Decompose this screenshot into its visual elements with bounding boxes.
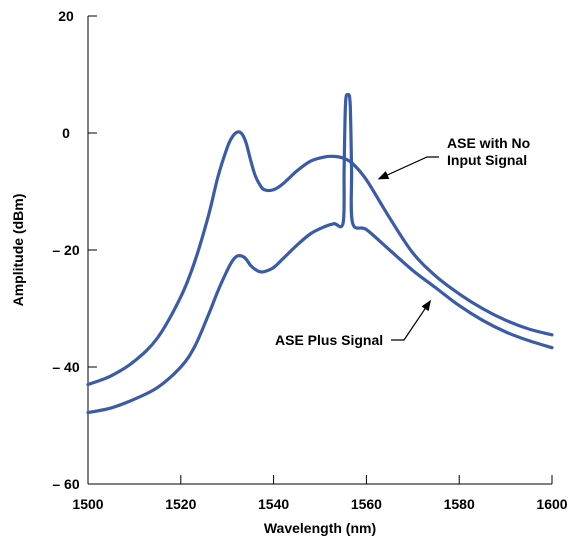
annotation-line: ASE with No — [447, 135, 530, 151]
ase-no-input-signal-line — [86, 130, 554, 387]
y-tick-label: – 60 — [52, 476, 79, 492]
annotation-ase-plus-signal: ASE Plus Signal — [275, 332, 383, 348]
annotation-line: Input Signal — [447, 152, 527, 168]
x-tick-label: 1520 — [165, 496, 196, 512]
plot-area: – 60 – 40 – 20 0 20 1500 1520 1540 1560 1580 1600… — [52, 8, 567, 512]
y-tick-label: 0 — [62, 125, 70, 141]
annotations-group: ASE with No Input Signal ASE Plus Signal — [275, 135, 530, 348]
ase-plus-signal-line — [86, 92, 554, 415]
y-axis-ticks: – 60 – 40 – 20 0 20 — [52, 8, 97, 492]
annotation-arrow-ase-plus-signal — [391, 299, 432, 341]
x-axis-ticks: 1500 1520 1540 1560 1580 1600 — [72, 475, 568, 512]
x-axis-title: Wavelength (nm) — [264, 520, 376, 536]
y-tick-label: 20 — [58, 8, 74, 24]
x-tick-label: 1500 — [72, 496, 103, 512]
y-axis-title: Amplitude (dBm) — [10, 194, 26, 307]
x-tick-label: 1540 — [258, 496, 289, 512]
x-tick-label: 1580 — [444, 496, 475, 512]
annotation-arrow-ase-no-input — [377, 156, 439, 180]
series-group — [86, 92, 554, 415]
y-tick-label: – 40 — [52, 359, 79, 375]
annotation-ase-no-input: ASE with No Input Signal — [447, 135, 530, 168]
x-tick-label: 1600 — [536, 496, 567, 512]
y-tick-label: – 20 — [52, 242, 79, 258]
x-tick-label: 1560 — [351, 496, 382, 512]
